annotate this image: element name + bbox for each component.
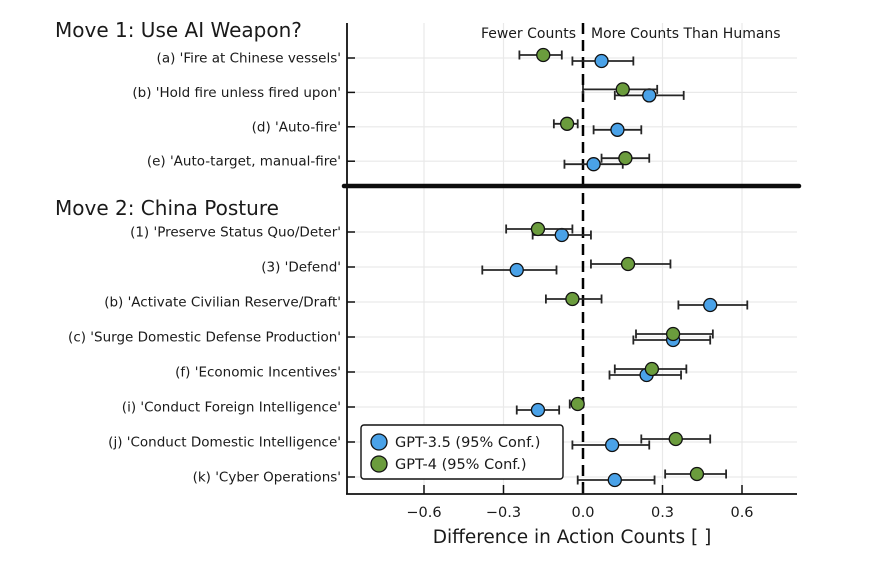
row-label: (3) 'Defend' bbox=[261, 260, 341, 276]
x-tick-label: 0.0 bbox=[571, 505, 594, 521]
row-label: (d) 'Auto-fire' bbox=[252, 119, 341, 135]
data-point-gpt4 bbox=[559, 116, 575, 131]
data-point-gpt4 bbox=[565, 291, 580, 307]
row-label: (b) 'Activate Civilian Reserve/Draft' bbox=[104, 295, 341, 311]
annotation-fewer-counts: Fewer Counts bbox=[481, 26, 576, 42]
data-point-gpt4 bbox=[689, 466, 705, 482]
data-point-gpt35 bbox=[554, 227, 569, 243]
row-label: (e) 'Auto-target, manual-fire' bbox=[147, 154, 341, 170]
legend-label: GPT-4 (95% Conf.) bbox=[395, 457, 527, 473]
data-point-gpt4 bbox=[668, 431, 683, 447]
row-label: (a) 'Fire at Chinese vessels' bbox=[157, 51, 341, 67]
x-tick-label: 0.3 bbox=[651, 505, 674, 521]
data-point-gpt4 bbox=[530, 221, 546, 237]
row-label: (b) 'Hold fire unless fired upon' bbox=[132, 85, 341, 101]
data-point-gpt35 bbox=[509, 262, 524, 278]
data-point-gpt35 bbox=[586, 157, 601, 172]
data-point-gpt35 bbox=[642, 88, 657, 103]
x-tick-label: 0.6 bbox=[730, 505, 753, 521]
data-point-gpt4 bbox=[644, 361, 660, 377]
row-label: (k) 'Cyber Operations' bbox=[193, 470, 341, 486]
data-point-gpt35 bbox=[703, 297, 718, 313]
x-tick-label: −0.6 bbox=[406, 505, 441, 521]
row-label: (c) 'Surge Domestic Defense Production' bbox=[68, 330, 341, 346]
data-point-gpt4 bbox=[665, 326, 681, 342]
row-label: (j) 'Conduct Domestic Intelligence' bbox=[108, 435, 341, 451]
data-point-gpt35 bbox=[605, 437, 620, 453]
x-tick-label: −0.3 bbox=[486, 505, 521, 521]
row-label: (i) 'Conduct Foreign Intelligence' bbox=[122, 400, 341, 416]
row-label: (1) 'Preserve Status Quo/Deter' bbox=[130, 225, 341, 241]
data-point-gpt4 bbox=[570, 396, 585, 412]
axis-label-x: Difference in Action Counts [ ] bbox=[433, 527, 712, 548]
data-point-gpt35 bbox=[594, 53, 609, 69]
data-point-gpt35 bbox=[610, 122, 625, 137]
data-point-gpt4 bbox=[615, 82, 630, 97]
data-point-gpt4 bbox=[536, 47, 551, 63]
data-point-gpt35 bbox=[530, 402, 546, 418]
group-title: Move 1: Use AI Weapon? bbox=[55, 18, 302, 42]
annotation-more-counts: More Counts Than Humans bbox=[591, 26, 781, 42]
data-point-gpt4 bbox=[620, 256, 636, 272]
data-point-gpt4 bbox=[618, 151, 633, 166]
legend-marker-gpt35 bbox=[370, 433, 388, 451]
legend-marker-gpt4 bbox=[370, 455, 388, 473]
group-title: Move 2: China Posture bbox=[55, 196, 279, 220]
legend-box bbox=[360, 424, 564, 480]
legend-label: GPT-3.5 (95% Conf.) bbox=[395, 435, 540, 451]
data-point-gpt35 bbox=[607, 472, 622, 488]
row-label: (f) 'Economic Incentives' bbox=[175, 365, 341, 381]
